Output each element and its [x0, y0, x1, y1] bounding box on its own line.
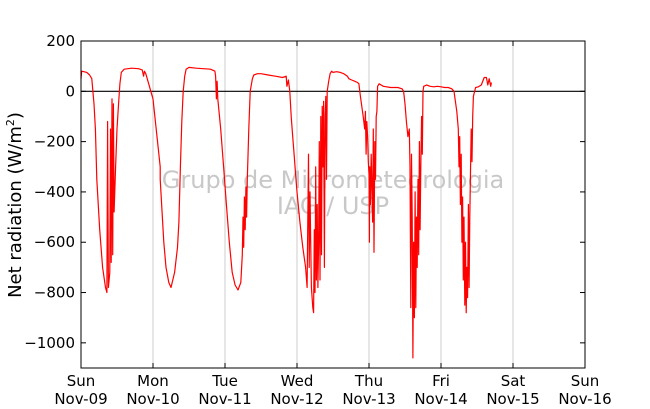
- series-line-net-radiation: [80, 66, 492, 359]
- y-axis-label-superscript: 2: [4, 119, 17, 126]
- y-tick-label-4: −600: [34, 233, 75, 251]
- x-axis-ticks: SunNov-09MonNov-10TueNov-11WedNov-12ThuN…: [54, 41, 612, 408]
- x-tick-label-weekday-6: Sat: [501, 372, 526, 390]
- y-tick-label-2: −200: [34, 133, 75, 151]
- y-axis-label-main: Net radiation (W/m: [5, 126, 26, 298]
- x-tick-label-date-2: Nov-11: [198, 390, 251, 408]
- x-tick-label-weekday-1: Mon: [137, 372, 169, 390]
- x-tick-label-date-0: Nov-09: [54, 390, 107, 408]
- x-tick-label-weekday-0: Sun: [67, 372, 96, 390]
- x-tick-label-weekday-4: Thu: [354, 372, 383, 390]
- x-tick-label-weekday-2: Tue: [211, 372, 238, 390]
- x-tick-label-date-4: Nov-13: [342, 390, 395, 408]
- y-tick-label-3: −400: [34, 183, 75, 201]
- y-tick-label-5: −800: [34, 284, 75, 302]
- watermark-line-1: Grupo de Micrometeorologia: [162, 166, 504, 194]
- x-tick-label-date-1: Nov-10: [126, 390, 179, 408]
- watermark: Grupo de Micrometeorologia IAG / USP: [162, 166, 504, 220]
- y-tick-label-6: −1000: [24, 334, 75, 352]
- plot-frame: [80, 40, 586, 369]
- grid-lines: [152, 41, 514, 368]
- x-tick-label-date-3: Nov-12: [270, 390, 323, 408]
- y-tick-label-1: 0: [65, 82, 75, 100]
- x-tick-label-weekday-3: Wed: [281, 372, 314, 390]
- y-axis-ticks: 200 0 −200 −400 −600 −800 −1000: [24, 32, 585, 352]
- y-tick-label-0: 200: [46, 32, 75, 50]
- x-tick-label-weekday-5: Fri: [432, 372, 450, 390]
- x-tick-label-weekday-7: Sun: [571, 372, 600, 390]
- x-tick-label-date-5: Nov-14: [414, 390, 467, 408]
- y-axis-label-close: ): [5, 112, 26, 119]
- x-tick-label-date-6: Nov-15: [486, 390, 539, 408]
- y-axis-label: Net radiation (W/m2): [4, 112, 26, 298]
- x-tick-label-date-7: Nov-16: [558, 390, 611, 408]
